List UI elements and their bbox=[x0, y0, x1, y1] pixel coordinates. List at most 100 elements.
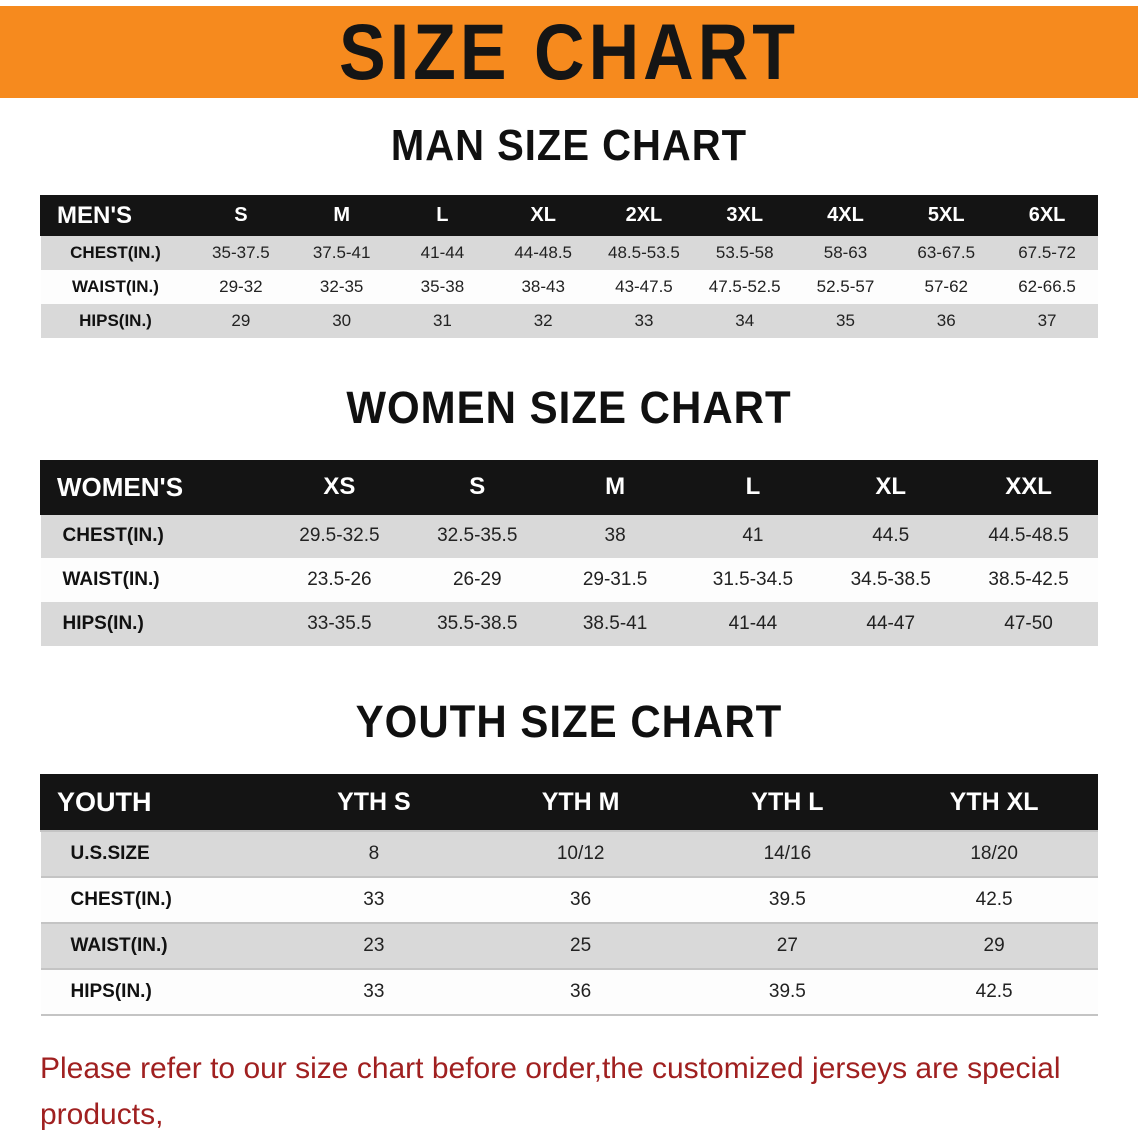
size-value: 53.5-58 bbox=[715, 242, 774, 262]
womens-size-table: WOMEN'S XS S M L XL XXL CHEST(IN.) 29.5-32.5 32.5… bbox=[40, 459, 1098, 646]
size-value: 18/20 bbox=[970, 842, 1018, 864]
table-row: WAIST(IN.) 29-32 32-35 35-38 38-43 43-47.5 47.… bbox=[40, 269, 1098, 304]
page-title: SIZE CHART bbox=[339, 8, 799, 96]
mens-header-row: MEN'S S M L XL 2XL 3XL 4XL 5XL 6XL bbox=[40, 195, 1098, 236]
size-value: 27 bbox=[776, 934, 798, 956]
size-value: 23.5-26 bbox=[307, 569, 372, 590]
size-value: 30 bbox=[332, 310, 352, 330]
youth-size-header: YTH L bbox=[683, 774, 892, 831]
size-value: 38-43 bbox=[521, 276, 565, 296]
mens-size-header: 2XL bbox=[593, 195, 695, 236]
size-value: 35 bbox=[836, 310, 855, 330]
size-value: 31.5-34.5 bbox=[712, 569, 794, 590]
row-label: HIPS(IN.) bbox=[62, 613, 144, 634]
womens-header-row: WOMEN'S XS S M L XL XXL bbox=[40, 459, 1098, 515]
size-value: 33 bbox=[363, 980, 385, 1002]
womens-size-header: XL bbox=[821, 459, 961, 515]
youth-size-header: YTH XL bbox=[890, 774, 1098, 831]
size-value: 29-31.5 bbox=[582, 569, 648, 590]
size-value: 36 bbox=[570, 980, 592, 1002]
size-value: 32.5-35.5 bbox=[437, 525, 518, 547]
size-value: 39.5 bbox=[768, 980, 806, 1002]
womens-size-header: XS bbox=[270, 459, 409, 515]
womens-size-header: M bbox=[545, 459, 685, 515]
table-row: HIPS(IN.) 33-35.5 35.5-38.5 38.5-41 41-44 44-… bbox=[40, 602, 1098, 646]
size-value: 32-35 bbox=[319, 276, 364, 296]
mens-size-header: M bbox=[290, 195, 393, 236]
size-value: 31 bbox=[432, 310, 452, 330]
size-value: 32 bbox=[533, 310, 553, 330]
youth-header-row: YOUTH YTH S YTH M YTH L YTH XL bbox=[40, 774, 1098, 831]
row-label: HIPS(IN.) bbox=[79, 310, 152, 330]
mens-section: MAN SIZE CHART MEN'S S M L XL 2XL 3XL 4XL 5XL 6XL C… bbox=[0, 122, 1138, 338]
row-label: HIPS(IN.) bbox=[70, 980, 152, 1002]
row-label: WAIST(IN.) bbox=[62, 569, 160, 590]
table-row: U.S.SIZE 8 10/12 14/16 18/20 bbox=[40, 830, 1098, 877]
womens-section: WOMEN SIZE CHART WOMEN'S XS S M L XL XXL CHEST(I… bbox=[0, 382, 1138, 646]
size-value: 43-47.5 bbox=[615, 276, 673, 296]
size-value: 35.5-38.5 bbox=[437, 613, 518, 634]
table-row: CHEST(IN.) 35-37.5 37.5-41 41-44 44-48.5 48.5… bbox=[40, 235, 1098, 270]
row-label: CHEST(IN.) bbox=[70, 888, 172, 910]
size-value: 57-62 bbox=[924, 276, 968, 296]
size-value: 25 bbox=[570, 934, 592, 956]
table-row: CHEST(IN.) 33 36 39.5 42.5 bbox=[40, 876, 1098, 923]
size-chart-sections: MAN SIZE CHART MEN'S S M L XL 2XL 3XL 4XL 5XL 6XL C… bbox=[0, 122, 1138, 1016]
size-value: 52.5-57 bbox=[816, 276, 875, 296]
size-value: 33 bbox=[634, 310, 654, 330]
size-value: 62-66.5 bbox=[1018, 276, 1076, 296]
mens-section-title: MAN SIZE CHART bbox=[390, 122, 748, 170]
mens-size-header: 4XL bbox=[794, 195, 897, 236]
size-value: 37.5-41 bbox=[312, 242, 371, 262]
mens-size-table: MEN'S S M L XL 2XL 3XL 4XL 5XL 6XL CHEST(IN.) 35-37… bbox=[40, 195, 1098, 338]
youth-section: YOUTH SIZE CHART YOUTH YTH S YTH M YTH L YTH … bbox=[0, 696, 1138, 1016]
youth-size-table: YOUTH YTH S YTH M YTH L YTH XL U.S.SIZE 8 10/12… bbox=[40, 774, 1098, 1016]
size-value: 29-32 bbox=[219, 276, 263, 296]
womens-category-header: WOMEN'S bbox=[40, 459, 271, 515]
youth-size-header: YTH S bbox=[270, 774, 478, 831]
table-row: WAIST(IN.) 23 25 27 29 bbox=[40, 922, 1098, 969]
size-value: 47-50 bbox=[1004, 613, 1053, 634]
size-value: 36 bbox=[936, 310, 956, 330]
size-value: 29.5-32.5 bbox=[299, 525, 380, 547]
size-value: 37 bbox=[1037, 310, 1057, 330]
size-value: 44-48.5 bbox=[514, 242, 573, 262]
banner: SIZE CHART bbox=[0, 6, 1138, 98]
mens-size-header: S bbox=[190, 195, 292, 236]
mens-size-header: 5XL bbox=[895, 195, 998, 236]
size-value: 36 bbox=[570, 888, 592, 910]
disclaimer-line-1: Please refer to our size chart before or… bbox=[40, 1051, 1061, 1132]
size-value: 44.5-48.5 bbox=[988, 525, 1069, 547]
mens-size-header: 6XL bbox=[996, 195, 1098, 236]
womens-size-header: L bbox=[683, 459, 823, 515]
size-value: 34 bbox=[735, 310, 755, 330]
size-value: 34.5-38.5 bbox=[850, 569, 931, 590]
size-value: 33 bbox=[363, 888, 385, 910]
mens-size-header: 3XL bbox=[693, 195, 796, 236]
youth-size-header: YTH M bbox=[476, 774, 685, 831]
table-row: WAIST(IN.) 23.5-26 26-29 29-31.5 31.5-34.5 34… bbox=[40, 558, 1098, 602]
row-label: WAIST(IN.) bbox=[70, 934, 168, 956]
size-value: 29 bbox=[231, 310, 251, 330]
size-value: 8 bbox=[368, 842, 380, 864]
table-row: HIPS(IN.) 29 30 31 32 33 34 35 36 37 bbox=[40, 303, 1098, 338]
size-value: 63-67.5 bbox=[917, 242, 976, 262]
size-value: 33-35.5 bbox=[307, 613, 372, 634]
size-value: 42.5 bbox=[975, 888, 1013, 910]
womens-size-header: S bbox=[407, 459, 547, 515]
size-value: 58-63 bbox=[823, 242, 868, 262]
size-value: 35-37.5 bbox=[212, 242, 270, 262]
size-value: 10/12 bbox=[556, 842, 605, 864]
size-value: 39.5 bbox=[768, 888, 806, 910]
disclaimer: Please refer to our size chart before or… bbox=[40, 1046, 1098, 1132]
size-value: 38 bbox=[604, 525, 626, 547]
size-value: 41 bbox=[742, 525, 764, 547]
size-value: 44-47 bbox=[866, 613, 916, 634]
size-value: 44.5 bbox=[872, 525, 910, 547]
size-value: 23 bbox=[363, 934, 385, 956]
size-value: 14/16 bbox=[763, 842, 812, 864]
mens-category-header: MEN'S bbox=[40, 195, 191, 236]
size-value: 29 bbox=[983, 934, 1005, 956]
youth-category-header: YOUTH bbox=[40, 774, 271, 831]
